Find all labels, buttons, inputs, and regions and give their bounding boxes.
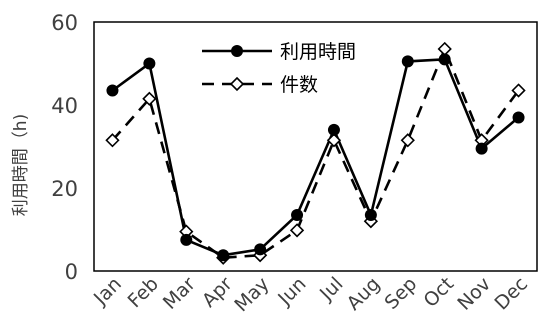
- y-axis-label: 利用時間（h): [11, 114, 31, 216]
- data-point-usage-time: [106, 84, 119, 97]
- legend-entry-count: 件数: [202, 74, 318, 96]
- data-point-usage-time: [291, 208, 304, 221]
- x-tick-label: May: [230, 273, 273, 316]
- y-tick-label: 20: [51, 177, 78, 201]
- y-tick-label: 60: [51, 11, 78, 35]
- data-point-usage-time: [512, 111, 525, 124]
- series-line-usage-time: [111, 57, 520, 257]
- legend-entry-usage-time: 利用時間: [202, 41, 356, 63]
- data-point-count: [326, 133, 342, 148]
- data-point-usage-time: [438, 53, 451, 66]
- data-point-usage-time: [364, 208, 377, 221]
- data-point-usage-time: [180, 233, 193, 246]
- legend: 利用時間 件数: [202, 41, 356, 96]
- legend-label-usage-time: 利用時間: [280, 41, 356, 63]
- data-point-count: [511, 83, 526, 98]
- x-tick-label: Jun: [273, 273, 310, 310]
- legend-marker-usage-time: [231, 45, 243, 57]
- data-point-usage-time: [254, 243, 267, 256]
- data-point-usage-time: [327, 123, 340, 136]
- legend-label-count: 件数: [280, 74, 318, 96]
- series-layer: [105, 41, 526, 265]
- y-axis-ticks: 0 20 40 60: [51, 11, 78, 284]
- data-point-count: [105, 133, 120, 148]
- data-point-usage-time: [475, 142, 488, 155]
- data-point-usage-time: [401, 55, 414, 68]
- x-tick-label: Sep: [380, 273, 421, 314]
- plot-area-frame: [93, 21, 538, 272]
- legend-marker-count: [229, 76, 245, 92]
- x-tick-label: Oct: [419, 273, 458, 312]
- x-tick-label: Nov: [453, 273, 495, 315]
- x-tick-label: Dec: [491, 273, 533, 315]
- x-tick-label: Aug: [343, 273, 385, 315]
- data-point-count: [289, 223, 305, 238]
- x-tick-label: Feb: [124, 273, 163, 312]
- x-tick-label: Apr: [198, 273, 237, 312]
- y-tick-label: 40: [51, 94, 78, 118]
- x-tick-label: Mar: [159, 273, 200, 314]
- data-point-usage-time: [143, 57, 156, 70]
- data-point-usage-time: [217, 249, 230, 262]
- data-point-count: [437, 41, 452, 57]
- data-point-count: [142, 91, 157, 106]
- x-tick-label: Jan: [89, 273, 126, 310]
- y-tick-label: 0: [65, 260, 78, 284]
- data-point-count: [400, 133, 415, 148]
